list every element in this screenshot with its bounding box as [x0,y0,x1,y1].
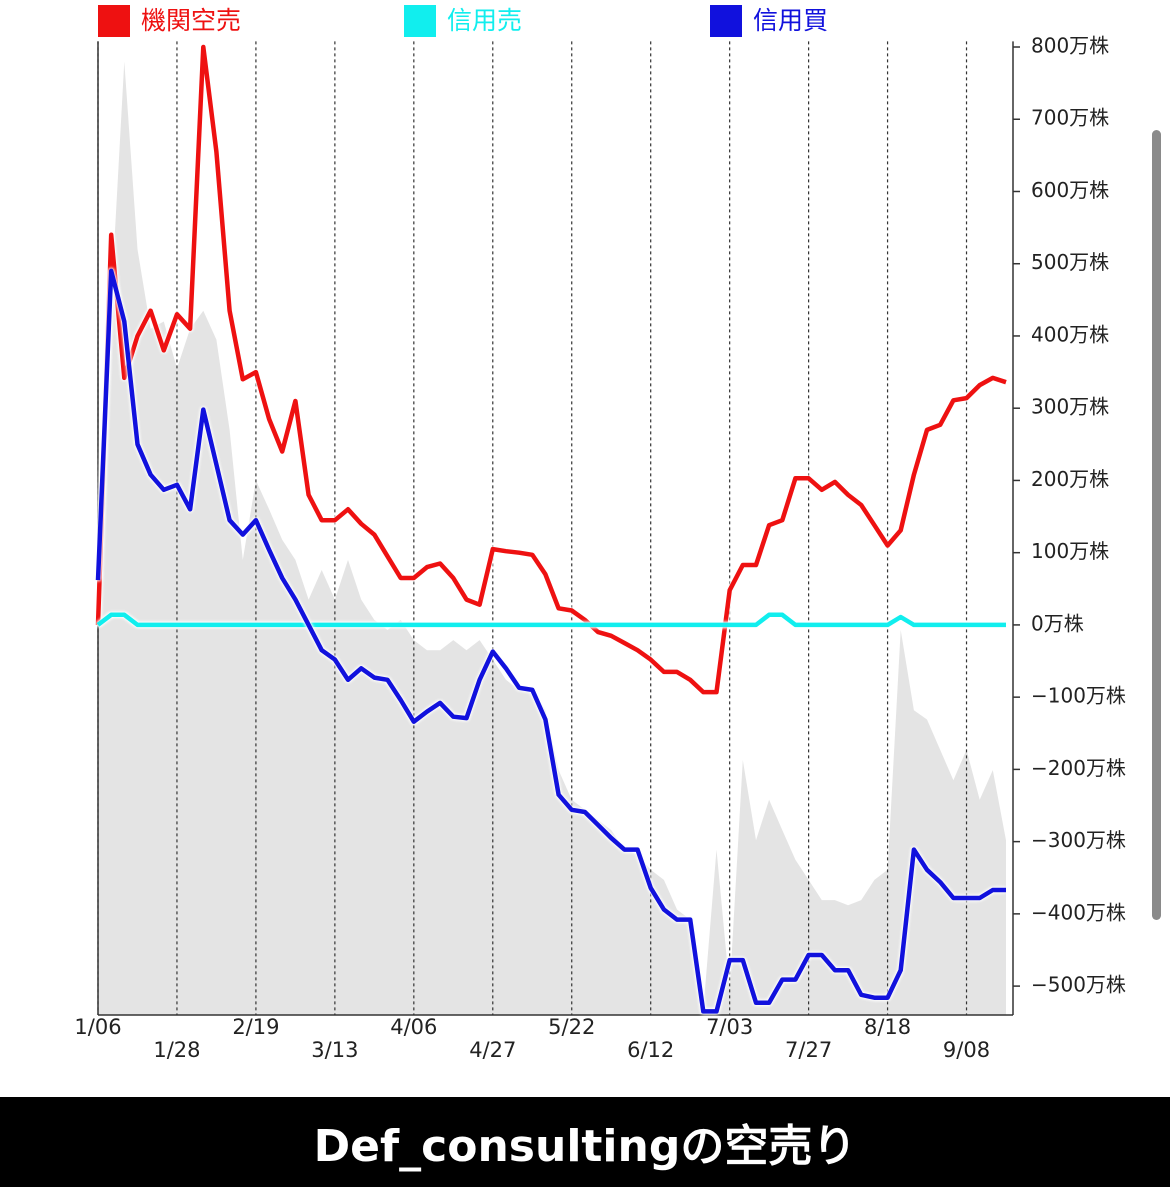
x-tick-label: 5/22 [548,1015,595,1039]
x-tick-label: 7/03 [706,1015,753,1039]
y-tick-label: 0万株 [1031,611,1084,635]
y-tick-label: 600万株 [1031,178,1109,202]
line [95,268,1006,1014]
x-tick-label: 3/13 [311,1038,358,1062]
x-tick-label: 4/27 [469,1038,516,1062]
y-tick-label: −100万株 [1031,684,1126,708]
area [98,61,1006,1015]
y-tick-label: 200万株 [1031,467,1109,491]
y-tick-label: −300万株 [1031,828,1126,852]
legend-swatch [710,5,742,37]
y-tick-label: 300万株 [1031,395,1109,419]
y-tick-label: 100万株 [1031,539,1109,563]
y-tick-label: 400万株 [1031,322,1109,346]
chart-title: Def_consultingの空売り [313,1121,857,1172]
legend-label: 信用売 [447,6,522,35]
x-tick-label: 6/12 [627,1038,674,1062]
y-tick-label: −400万株 [1031,900,1126,924]
x-tick-label: 1/06 [74,1015,121,1039]
legend-swatch [98,5,130,37]
x-tick-label: 1/28 [153,1038,200,1062]
line [96,612,1006,628]
footer: Def_consultingの空売り [0,1097,1170,1187]
y-tick-label: −500万株 [1031,973,1126,997]
x-tick-label: 7/27 [785,1038,832,1062]
scrollbar[interactable] [1152,130,1161,920]
x-tick-label: 8/18 [864,1015,911,1039]
legend-swatch [404,5,436,37]
chart: 1/06 1/28 2/19 3/13 4/06 4/27 5/22 6/12 7/03 7/27… [74,5,1126,1062]
x-tick-label: 4/06 [390,1015,437,1039]
y-tick-label: −200万株 [1031,756,1126,780]
y-tick-label: 800万株 [1031,34,1109,58]
x-tick-label: 9/08 [943,1038,990,1062]
x-tick-label: 2/19 [232,1015,279,1039]
legend-label: 機関空売 [141,6,241,35]
line [95,44,1007,695]
y-tick-label: 500万株 [1031,250,1109,274]
legend-label: 信用買 [753,6,828,35]
y-tick-label: 700万株 [1031,106,1109,130]
